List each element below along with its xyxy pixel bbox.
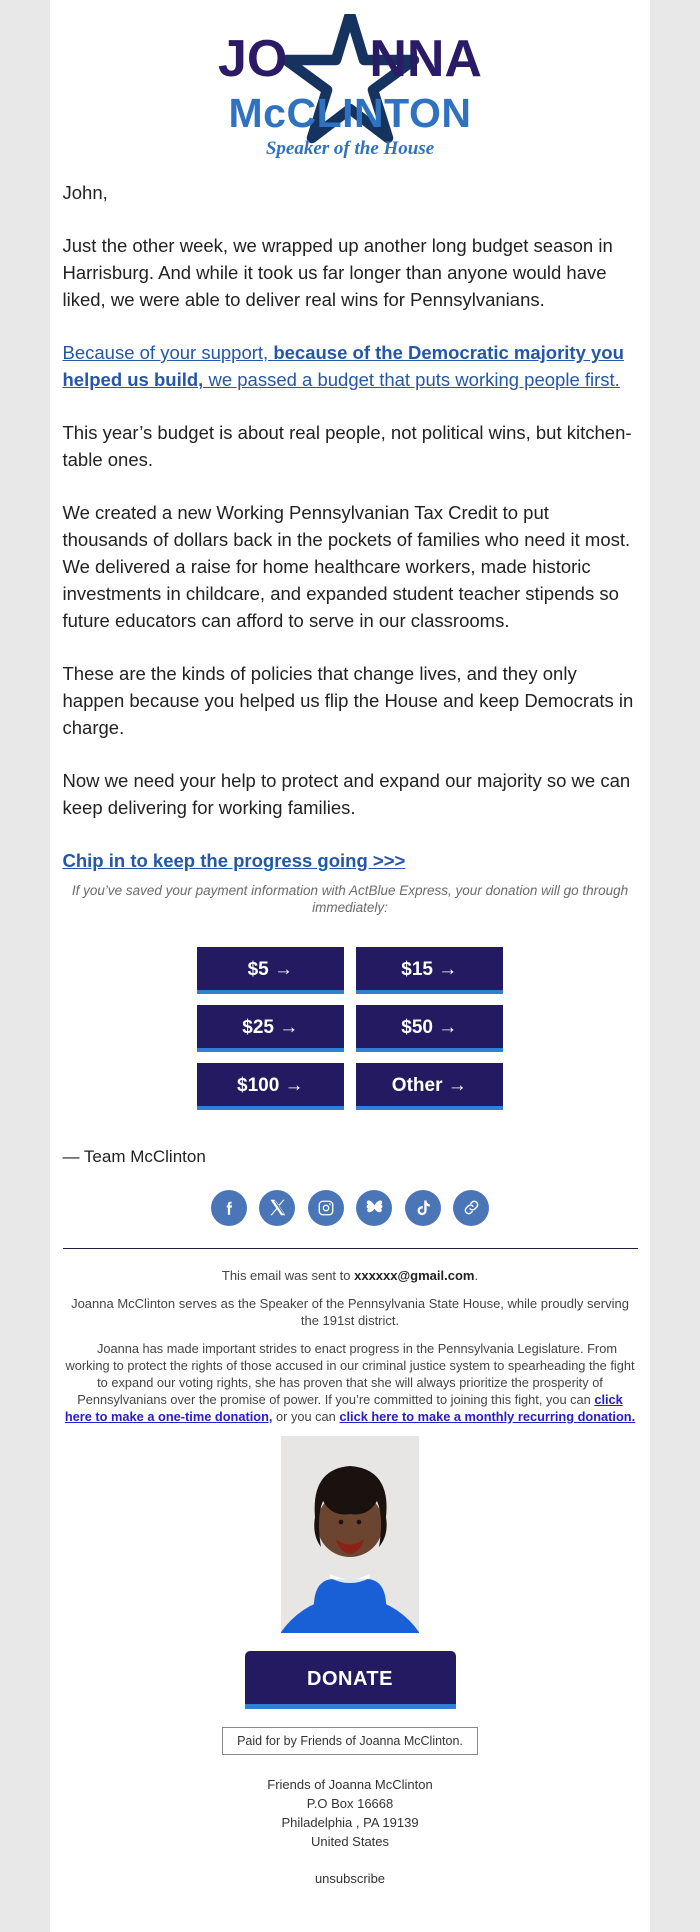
svg-text:JO: JO xyxy=(218,30,287,88)
svg-text:McCLINTON: McCLINTON xyxy=(229,90,472,136)
svg-text:Speaker of the House: Speaker of the House xyxy=(266,138,435,159)
svg-text:NNA: NNA xyxy=(369,30,482,88)
